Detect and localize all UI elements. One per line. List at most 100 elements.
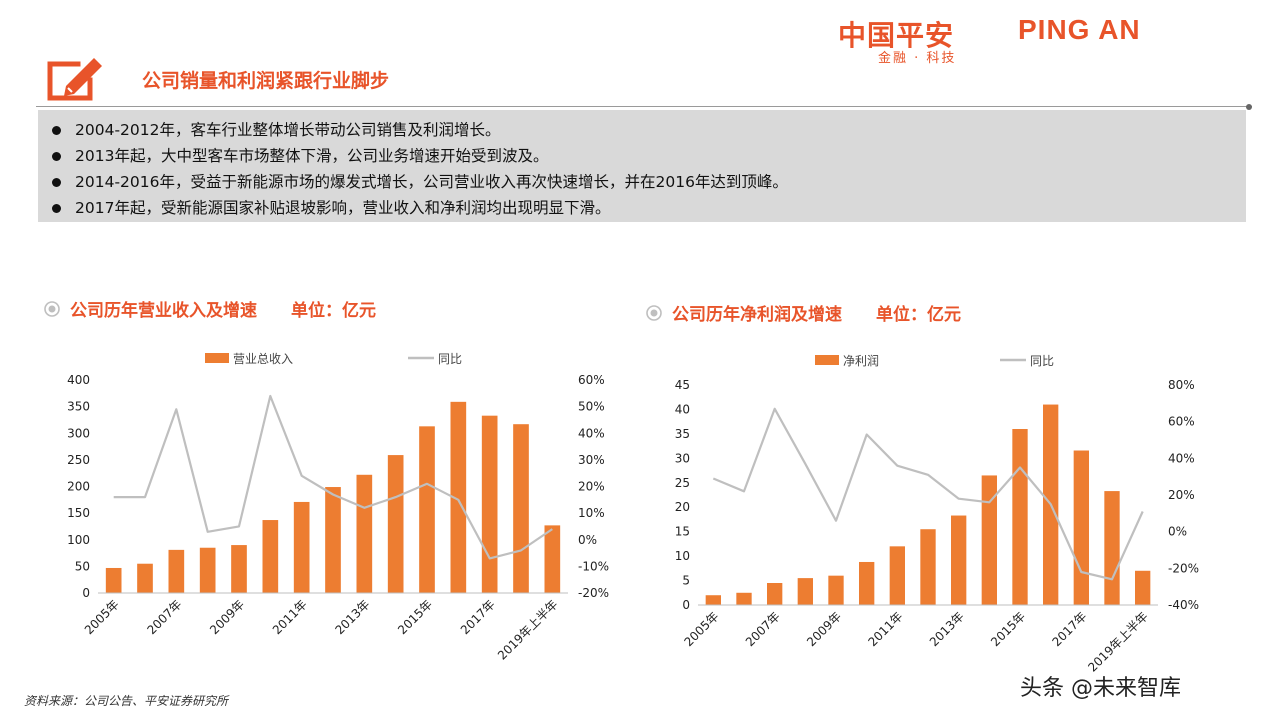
y2-axis-tick-label: 80% [1168,378,1195,392]
list-item: 2004-2012年，客车行业整体增长带动公司销售及利润增长。 [52,117,1246,143]
bar [105,567,122,593]
bar [828,575,844,605]
list-item: 2013年起，大中型客车市场整体下滑，公司业务增速开始受到波及。 [52,143,1246,169]
x-axis-tick-label: 2013年 [927,609,967,649]
y2-axis-tick-label: -40% [1168,598,1199,612]
y2-axis-tick-label: 10% [578,506,605,520]
y2-axis-tick-label: -20% [1168,561,1199,575]
profit-chart-unit: 单位：亿元 [876,305,961,325]
x-axis-tick-label: 2019年上半年 [495,597,560,662]
bar [199,547,216,593]
bar [419,426,435,593]
bar [705,595,721,605]
bar [1135,570,1151,605]
bar [1073,450,1089,605]
bar [1104,491,1120,605]
radio-target-icon [646,304,662,321]
y-axis-tick-label: 200 [67,480,90,494]
y2-axis-tick-label: 0% [578,533,597,547]
x-axis-tick-label: 2009年 [804,609,844,649]
y-axis-tick-label: 250 [67,453,90,467]
revenue-chart-title: 公司历年营业收入及增速 [70,301,257,321]
legend-label-line: 同比 [438,352,462,366]
bar [293,501,310,593]
legend-label-bars: 营业总收入 [233,352,293,366]
x-axis-tick-label: 2015年 [988,609,1028,649]
y2-axis-tick-label: 20% [1168,488,1195,502]
y2-axis-tick-label: 50% [578,400,605,414]
x-axis-tick-label: 2005年 [681,609,721,649]
list-item: 2014-2016年，受益于新能源市场的爆发式增长，公司营业收入再次快速增长，并… [52,169,1246,195]
y-axis-tick-label: 50 [75,559,90,573]
x-axis-tick-label: 2019年上半年 [1085,609,1150,674]
y-axis-tick-label: 150 [67,506,90,520]
bullet-dot-icon [52,125,61,135]
x-axis-tick-label: 2009年 [207,597,247,637]
y-axis-tick-label: 10 [675,549,690,563]
legend-label-line: 同比 [1030,354,1054,368]
legend-label-bars: 净利润 [843,354,879,368]
profit-chart-title: 公司历年净利润及增速 [672,305,842,325]
y-axis-tick-label: 300 [67,426,90,440]
y-axis-tick-label: 25 [675,476,690,490]
revenue-chart-unit: 单位：亿元 [291,301,376,321]
watermark: 头条 @未来智库 [1020,676,1181,701]
bar [513,424,529,593]
y-axis-tick-label: 5 [682,574,690,588]
x-axis-tick-label: 2015年 [395,597,435,637]
y2-axis-tick-label: 40% [1168,451,1195,465]
bullet-dot-icon [52,177,61,187]
source-note: 资料来源：公司公告、平安证券研究所 [24,694,229,708]
y-axis-tick-label: 0 [82,586,90,600]
summary-panel: 2004-2012年，客车行业整体增长带动公司销售及利润增长。 2013年起，大… [38,110,1246,222]
bar [450,401,467,593]
x-axis-tick-label: 2011年 [865,609,905,649]
bullet-text: 2014-2016年，受益于新能源市场的爆发式增长，公司营业收入再次快速增长，并… [75,173,788,191]
divider-dot [1246,104,1252,110]
x-axis-tick-label: 2017年 [1049,609,1089,649]
bar [481,415,498,593]
slide-title: 公司销量和利润紧跟行业脚步 [142,70,390,92]
profit-chart-heading: 公司历年净利润及增速 单位：亿元 [646,300,961,325]
bar [767,583,783,605]
bullet-dot-icon [52,203,61,213]
y-axis-tick-label: 20 [675,500,690,514]
y2-axis-tick-label: 30% [578,453,605,467]
bar [262,520,279,593]
y2-axis-tick-label: 60% [1168,415,1195,429]
y-axis-tick-label: 100 [67,533,90,547]
logo-brand-cn: 中国平安 [838,19,955,52]
y-axis-tick-label: 30 [675,451,690,465]
series-line [113,394,553,560]
bar [951,515,967,605]
pencil-edit-icon [44,54,106,104]
bar [168,549,185,593]
series-line [712,407,1144,581]
revenue-chart-heading: 公司历年营业收入及增速 单位：亿元 [44,296,376,321]
y2-axis-tick-label: -10% [578,559,609,573]
y2-axis-tick-label: 60% [578,373,605,387]
bullet-dot-icon [52,151,61,161]
x-axis-tick-label: 2011年 [270,597,310,637]
bar [859,561,875,605]
bar [797,578,813,605]
y-axis-tick-label: 400 [67,373,90,387]
bar [1012,429,1028,605]
logo-brand-en: PING AN [1018,14,1141,45]
bullet-text: 2017年起，受新能源国家补贴退坡影响，营业收入和净利润均出现明显下滑。 [75,199,611,217]
bar [736,592,752,605]
bullet-text: 2013年起，大中型客车市场整体下滑，公司业务增速开始受到波及。 [75,147,549,165]
y2-axis-tick-label: 20% [578,480,605,494]
radio-target-icon [44,300,60,317]
bar [356,474,373,593]
bullet-text: 2004-2012年，客车行业整体增长带动公司销售及利润增长。 [75,121,501,139]
title-divider [36,106,1252,107]
bar [137,563,153,593]
bar [889,546,905,605]
y-axis-tick-label: 45 [675,378,690,392]
x-axis-tick-label: 2005年 [82,597,122,637]
y2-axis-tick-label: 0% [1168,525,1187,539]
revenue-chart: 营业总收入 同比 0 50 100 150 200 250 300 350 400 -20% -10% 0… [67,352,609,663]
y-axis-tick-label: 0 [682,598,690,612]
legend-swatch-bars [205,353,229,363]
